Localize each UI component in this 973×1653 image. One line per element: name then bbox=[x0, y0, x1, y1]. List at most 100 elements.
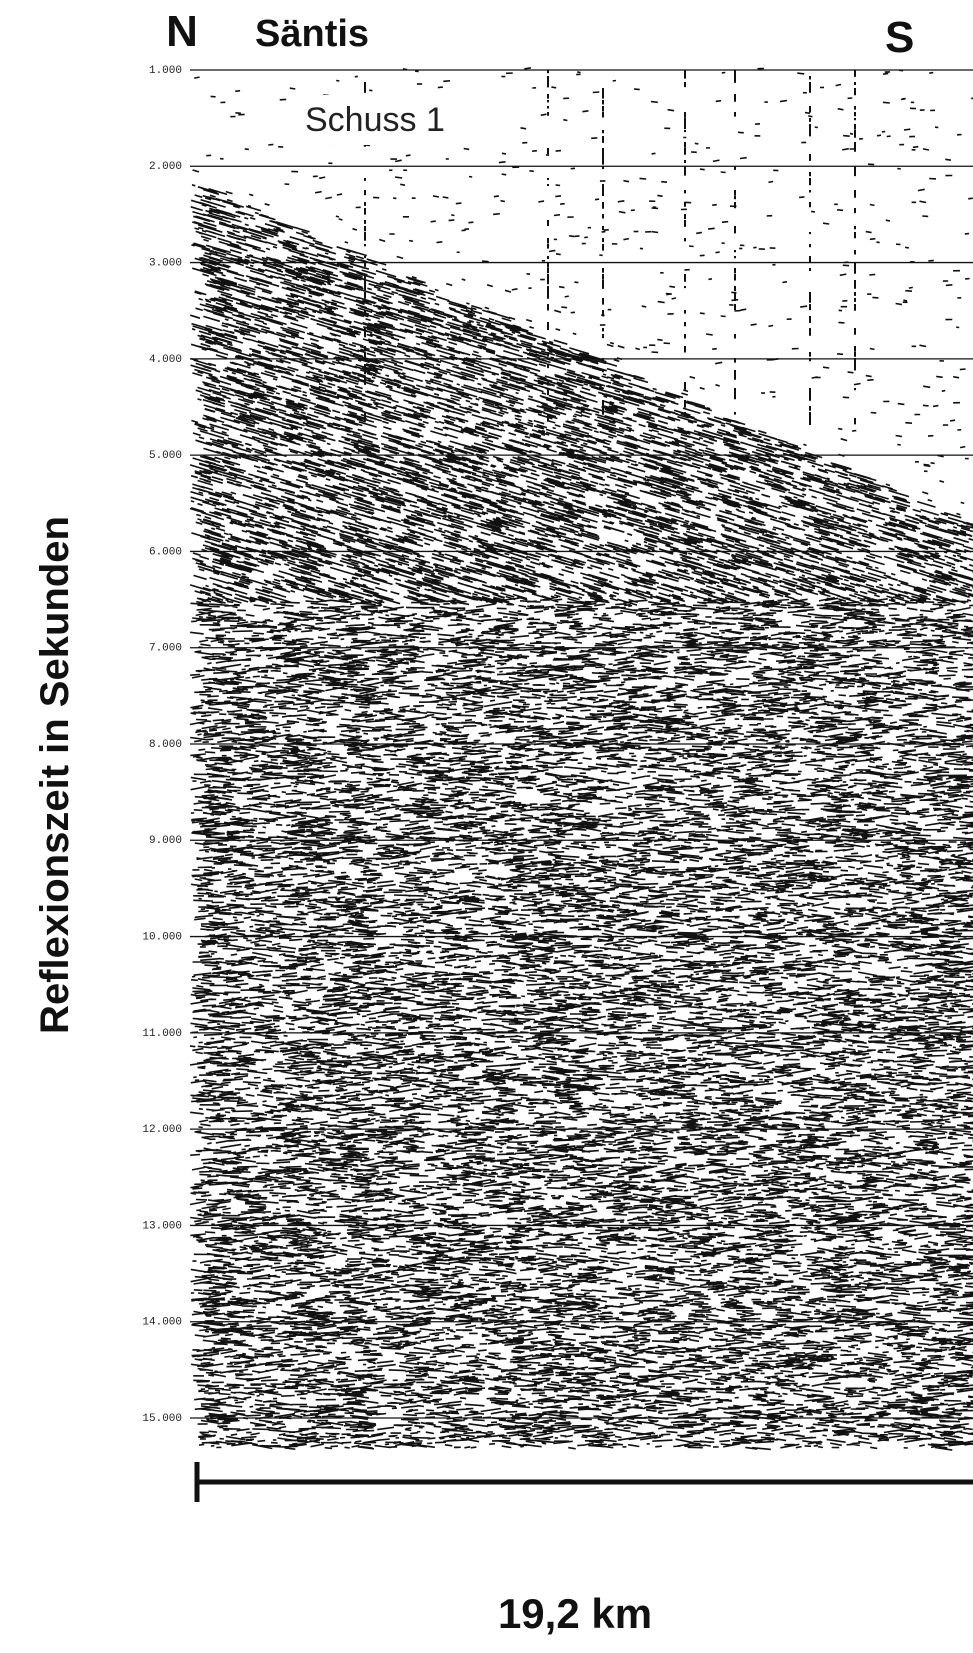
reflection-trace bbox=[206, 152, 952, 165]
reflection-trace bbox=[190, 1144, 973, 1163]
reflection-trace bbox=[190, 595, 973, 612]
tick-label-bg bbox=[128, 448, 184, 463]
tick-labels: 1.000 2.000 3.000 4.000 5.000 6.000 7.000 8.000… bbox=[142, 65, 182, 1425]
reflection-trace bbox=[190, 724, 973, 743]
reflection-trace bbox=[190, 701, 973, 720]
reflection-trace bbox=[190, 629, 973, 649]
reflection-trace bbox=[198, 1432, 973, 1451]
reflection-trace bbox=[190, 355, 945, 376]
reflection-trace bbox=[190, 1276, 973, 1296]
reflection-trace bbox=[191, 965, 973, 984]
reflection-trace bbox=[190, 1263, 973, 1283]
tick-label-bg bbox=[128, 737, 184, 751]
reflection-trace bbox=[190, 1085, 973, 1104]
tick-label-bg bbox=[128, 159, 184, 174]
y-axis-title: Reflexionszeit in Sekunden bbox=[33, 516, 77, 1034]
reflection-trace bbox=[193, 1241, 973, 1260]
tick-label-bg bbox=[128, 351, 184, 366]
reflection-trace bbox=[194, 688, 973, 708]
tick-label: 9.000 bbox=[149, 835, 182, 847]
reflection-trace bbox=[190, 1072, 973, 1091]
reflection-trace bbox=[191, 523, 973, 543]
reflection-trace bbox=[190, 1359, 973, 1380]
reflection-trace bbox=[195, 439, 966, 459]
reflection-trace bbox=[194, 67, 934, 79]
time-lines bbox=[128, 63, 973, 1425]
reflection-trace bbox=[201, 1133, 973, 1151]
tick-label: 3.000 bbox=[149, 257, 182, 269]
reflection-trace bbox=[192, 856, 973, 875]
reflection-trace bbox=[190, 664, 973, 683]
reflection-trace bbox=[193, 892, 973, 912]
reflection-trace bbox=[199, 1168, 971, 1188]
shot-annotation: Schuss 1 bbox=[305, 101, 445, 139]
reflection-trace bbox=[197, 940, 973, 959]
reflection-trace bbox=[192, 367, 966, 387]
reflection-trace bbox=[190, 988, 973, 1008]
reflection-trace bbox=[190, 1229, 973, 1247]
reflection-trace bbox=[193, 571, 973, 591]
reflection-trace bbox=[190, 199, 927, 217]
reflection-trace bbox=[200, 535, 973, 554]
tick-label-bg bbox=[128, 833, 184, 848]
reflection-trace bbox=[190, 774, 973, 791]
reflection-trace bbox=[191, 235, 910, 255]
tick-label: 13.000 bbox=[142, 1220, 182, 1232]
reflection-trace bbox=[190, 749, 973, 768]
reflection-trace bbox=[192, 1336, 973, 1355]
south-marker: S bbox=[885, 13, 914, 62]
reflection-trace bbox=[201, 653, 973, 671]
reflection-trace bbox=[189, 1060, 973, 1081]
tick-label: 8.000 bbox=[149, 739, 182, 751]
north-marker: N bbox=[166, 7, 198, 56]
scale-label: 19,2 km bbox=[498, 1590, 652, 1637]
reflection-trace bbox=[189, 463, 931, 483]
reflection-trace bbox=[191, 175, 937, 192]
reflection-trace bbox=[191, 617, 973, 636]
tick-label: 1.000 bbox=[149, 65, 182, 77]
tick-label-bg bbox=[128, 1314, 184, 1329]
reflection-trace bbox=[192, 1000, 973, 1019]
reflection-trace bbox=[189, 1036, 973, 1056]
tick-label: 6.000 bbox=[149, 546, 182, 558]
tick-label: 12.000 bbox=[142, 1124, 182, 1136]
tick-label: 14.000 bbox=[142, 1317, 182, 1329]
reflection-trace bbox=[189, 307, 953, 326]
tick-label-bg bbox=[128, 255, 184, 270]
reflection-trace bbox=[194, 187, 973, 204]
reflection-trace bbox=[194, 223, 970, 241]
reflection-trace bbox=[189, 1193, 973, 1211]
reflection-trace bbox=[191, 1301, 973, 1320]
reflection-trace bbox=[202, 271, 970, 290]
reflection-trace bbox=[199, 676, 973, 695]
tick-label-bg bbox=[128, 1122, 184, 1137]
reflection-trace bbox=[195, 559, 973, 579]
reflection-trace bbox=[192, 976, 973, 996]
reflection-trace bbox=[191, 821, 973, 840]
tick-label-bg bbox=[128, 544, 184, 559]
reflection-trace bbox=[191, 211, 929, 230]
reflection-trace bbox=[235, 79, 842, 93]
tick-label-bg bbox=[128, 929, 184, 944]
reflection-trace bbox=[200, 916, 973, 937]
tick-label-bg bbox=[128, 1025, 184, 1040]
reflection-trace bbox=[192, 604, 973, 624]
seismic-traces bbox=[189, 67, 973, 1451]
tick-label: 15.000 bbox=[142, 1413, 182, 1425]
reflection-trace bbox=[191, 1096, 973, 1116]
reflection-trace bbox=[189, 712, 973, 731]
reflection-trace bbox=[190, 1180, 973, 1200]
reflection-trace bbox=[194, 1324, 973, 1343]
reflection-trace bbox=[193, 761, 973, 779]
reflection-trace bbox=[196, 844, 973, 863]
tick-label: 5.000 bbox=[149, 450, 182, 462]
reflection-trace bbox=[190, 1109, 973, 1128]
tick-label: 7.000 bbox=[149, 643, 182, 655]
trace-marks bbox=[364, 70, 856, 425]
reflection-trace bbox=[198, 295, 962, 315]
tick-label-bg bbox=[128, 1411, 184, 1425]
reflection-trace bbox=[190, 1289, 973, 1308]
tick-label: 2.000 bbox=[149, 161, 182, 173]
reflection-trace bbox=[191, 1024, 973, 1043]
reflection-trace bbox=[197, 391, 961, 410]
